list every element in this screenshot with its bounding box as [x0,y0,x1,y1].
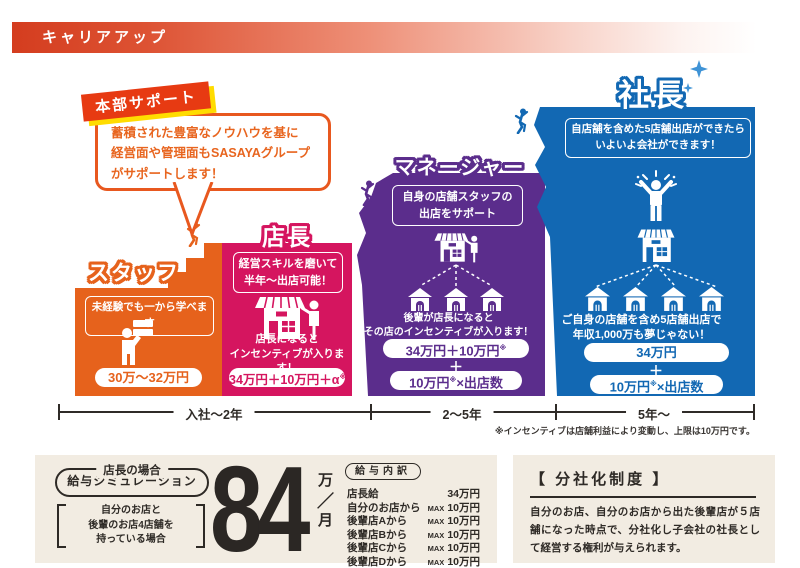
storefront-person-icon [434,233,478,263]
breakdown-row: 後輩店Dから MAX 10万円 [347,555,480,568]
stage-block-tencho: 経営スキルを磨いて 半年〜出店可能！ 店長になると インセンティブが入ります！ … [222,243,352,396]
timeline-label-3: 5年〜 [626,404,682,423]
speech-bubble-tail [172,182,214,239]
breakdown-row: 自分のお店から MAX 10万円 [347,501,480,514]
delivery-person-icon [122,320,153,365]
simulation-unit: 万 ／ 月 [317,472,334,529]
support-bubble: 蓄積された豊富なノウハウを基に 経営面や管理面もSASAYAグループ がサポート… [95,113,331,191]
plus-sign: ＋ [649,363,663,379]
celebrating-person-icon [635,170,677,221]
page-title: キャリアアップ [42,29,169,46]
plus-sign: ＋ [449,359,463,375]
simulation-badge: 店長の場合 給与シミュレーション [55,462,209,497]
branch-lines-icon [419,264,493,287]
climber-icon [360,180,375,206]
salary-simulation-panel: 店長の場合 給与シミュレーション 自分のお店と 後輩のお店4店舗を 持っている場… [35,441,497,568]
stage-block-president: 自店舗を含めた5店舗出店ができたら いよいよ会社ができます！ [534,107,755,396]
breakdown-row: 店長給 34万円 [347,488,480,500]
branch-houses-icon [407,288,505,311]
breakdown-title: 給与内訳 [345,463,421,480]
simulation-condition: 自分のお店と 後輩のお店4店舗を 持っている場合 [57,504,205,548]
timeline-tick [753,404,755,420]
sparkle-icon [690,60,708,78]
bracket-left [57,504,66,548]
president-salary-pill-2: 10万円※×出店数 [590,375,723,394]
timeline: 入社〜2年 2〜5年 5年〜 [58,403,755,423]
tencho-info-box: 経営スキルを磨いて 半年〜出店可能！ [233,252,343,293]
manager-salary-pill-2: 10万円※×出店数 [390,371,522,390]
president-salary-pill-1: 34万円 [584,343,729,362]
subsidiary-body: 自分のお店、自分のお店から出た後輩店が５店舗になった時点で、分社化し子会社の社長… [530,506,760,554]
subsidiary-underline [530,496,756,498]
tencho-salary-pill: 34万円＋10万円＋α※ [229,368,346,387]
staff-salary-pill: 30万〜32万円 [95,368,202,387]
breakdown-table: 店長給 34万円 自分のお店から MAX 10万円 後輩店Aから MAX 10万円 後輩店… [347,486,480,568]
stage-block-manager: 自身の店舗スタッフの 出店をサポート 後輩が店長になると [357,173,545,396]
timeline-tick [58,404,60,420]
staff-title: スタッフ [88,262,180,285]
branch-houses-icon [584,287,725,311]
manager-title: マネージャー [394,157,526,179]
breakdown-row: 後輩店Cから MAX 10万円 [347,542,480,554]
tencho-title: 店長 [262,224,312,250]
subsidiary-title: 【 分社化制度 】 [530,471,671,488]
breakdown-row: 後輩店Bから MAX 10万円 [347,528,480,541]
support-bubble-text: 蓄積された豊富なノウハウを基に 経営面や管理面もSASAYAグループ がサポート… [111,126,311,181]
breakdown-row: 後輩店Aから MAX 10万円 [347,515,480,527]
timeline-label-1: 入社〜2年 [173,404,255,423]
manager-note: 後輩が店長になると その店のインセンティブが入ります！ [363,313,534,338]
header-banner: キャリアアップ [12,22,757,53]
sparkle-icon [683,83,693,93]
branch-lines-icon [594,264,718,288]
simulation-badge-top: 店長の場合 [96,462,168,478]
manager-salary-pill-1: 34万円＋10万円※ [383,339,529,358]
president-note: ご自身の店舗を含め5店舗出店で 年収1,000万も夢じゃない！ [561,314,722,342]
simulation-amount: 84 [210,441,310,568]
subsidiary-panel: 【 分社化制度 】 自分のお店、自分のお店から出た後輩店が５店舗になった時点で、… [513,455,775,563]
incentive-footnote: ※インセンティブは店舗利益により変動し、上限は10万円です。 [494,426,755,436]
storefront-icon [637,229,675,262]
timeline-tick [555,404,557,420]
president-title: 社長 [618,78,688,113]
storefront-person-icon [255,296,319,340]
bracket-right [196,504,205,548]
president-info-box: 自店舗を含めた5店舗出店ができたら いよいよ会社ができます！ [565,118,751,158]
timeline-line [58,411,755,413]
manager-info-box: 自身の店舗スタッフの 出店をサポート [392,185,523,226]
timeline-label-2: 2〜5年 [430,404,494,423]
timeline-tick [370,404,372,420]
climber-icon [514,108,529,134]
